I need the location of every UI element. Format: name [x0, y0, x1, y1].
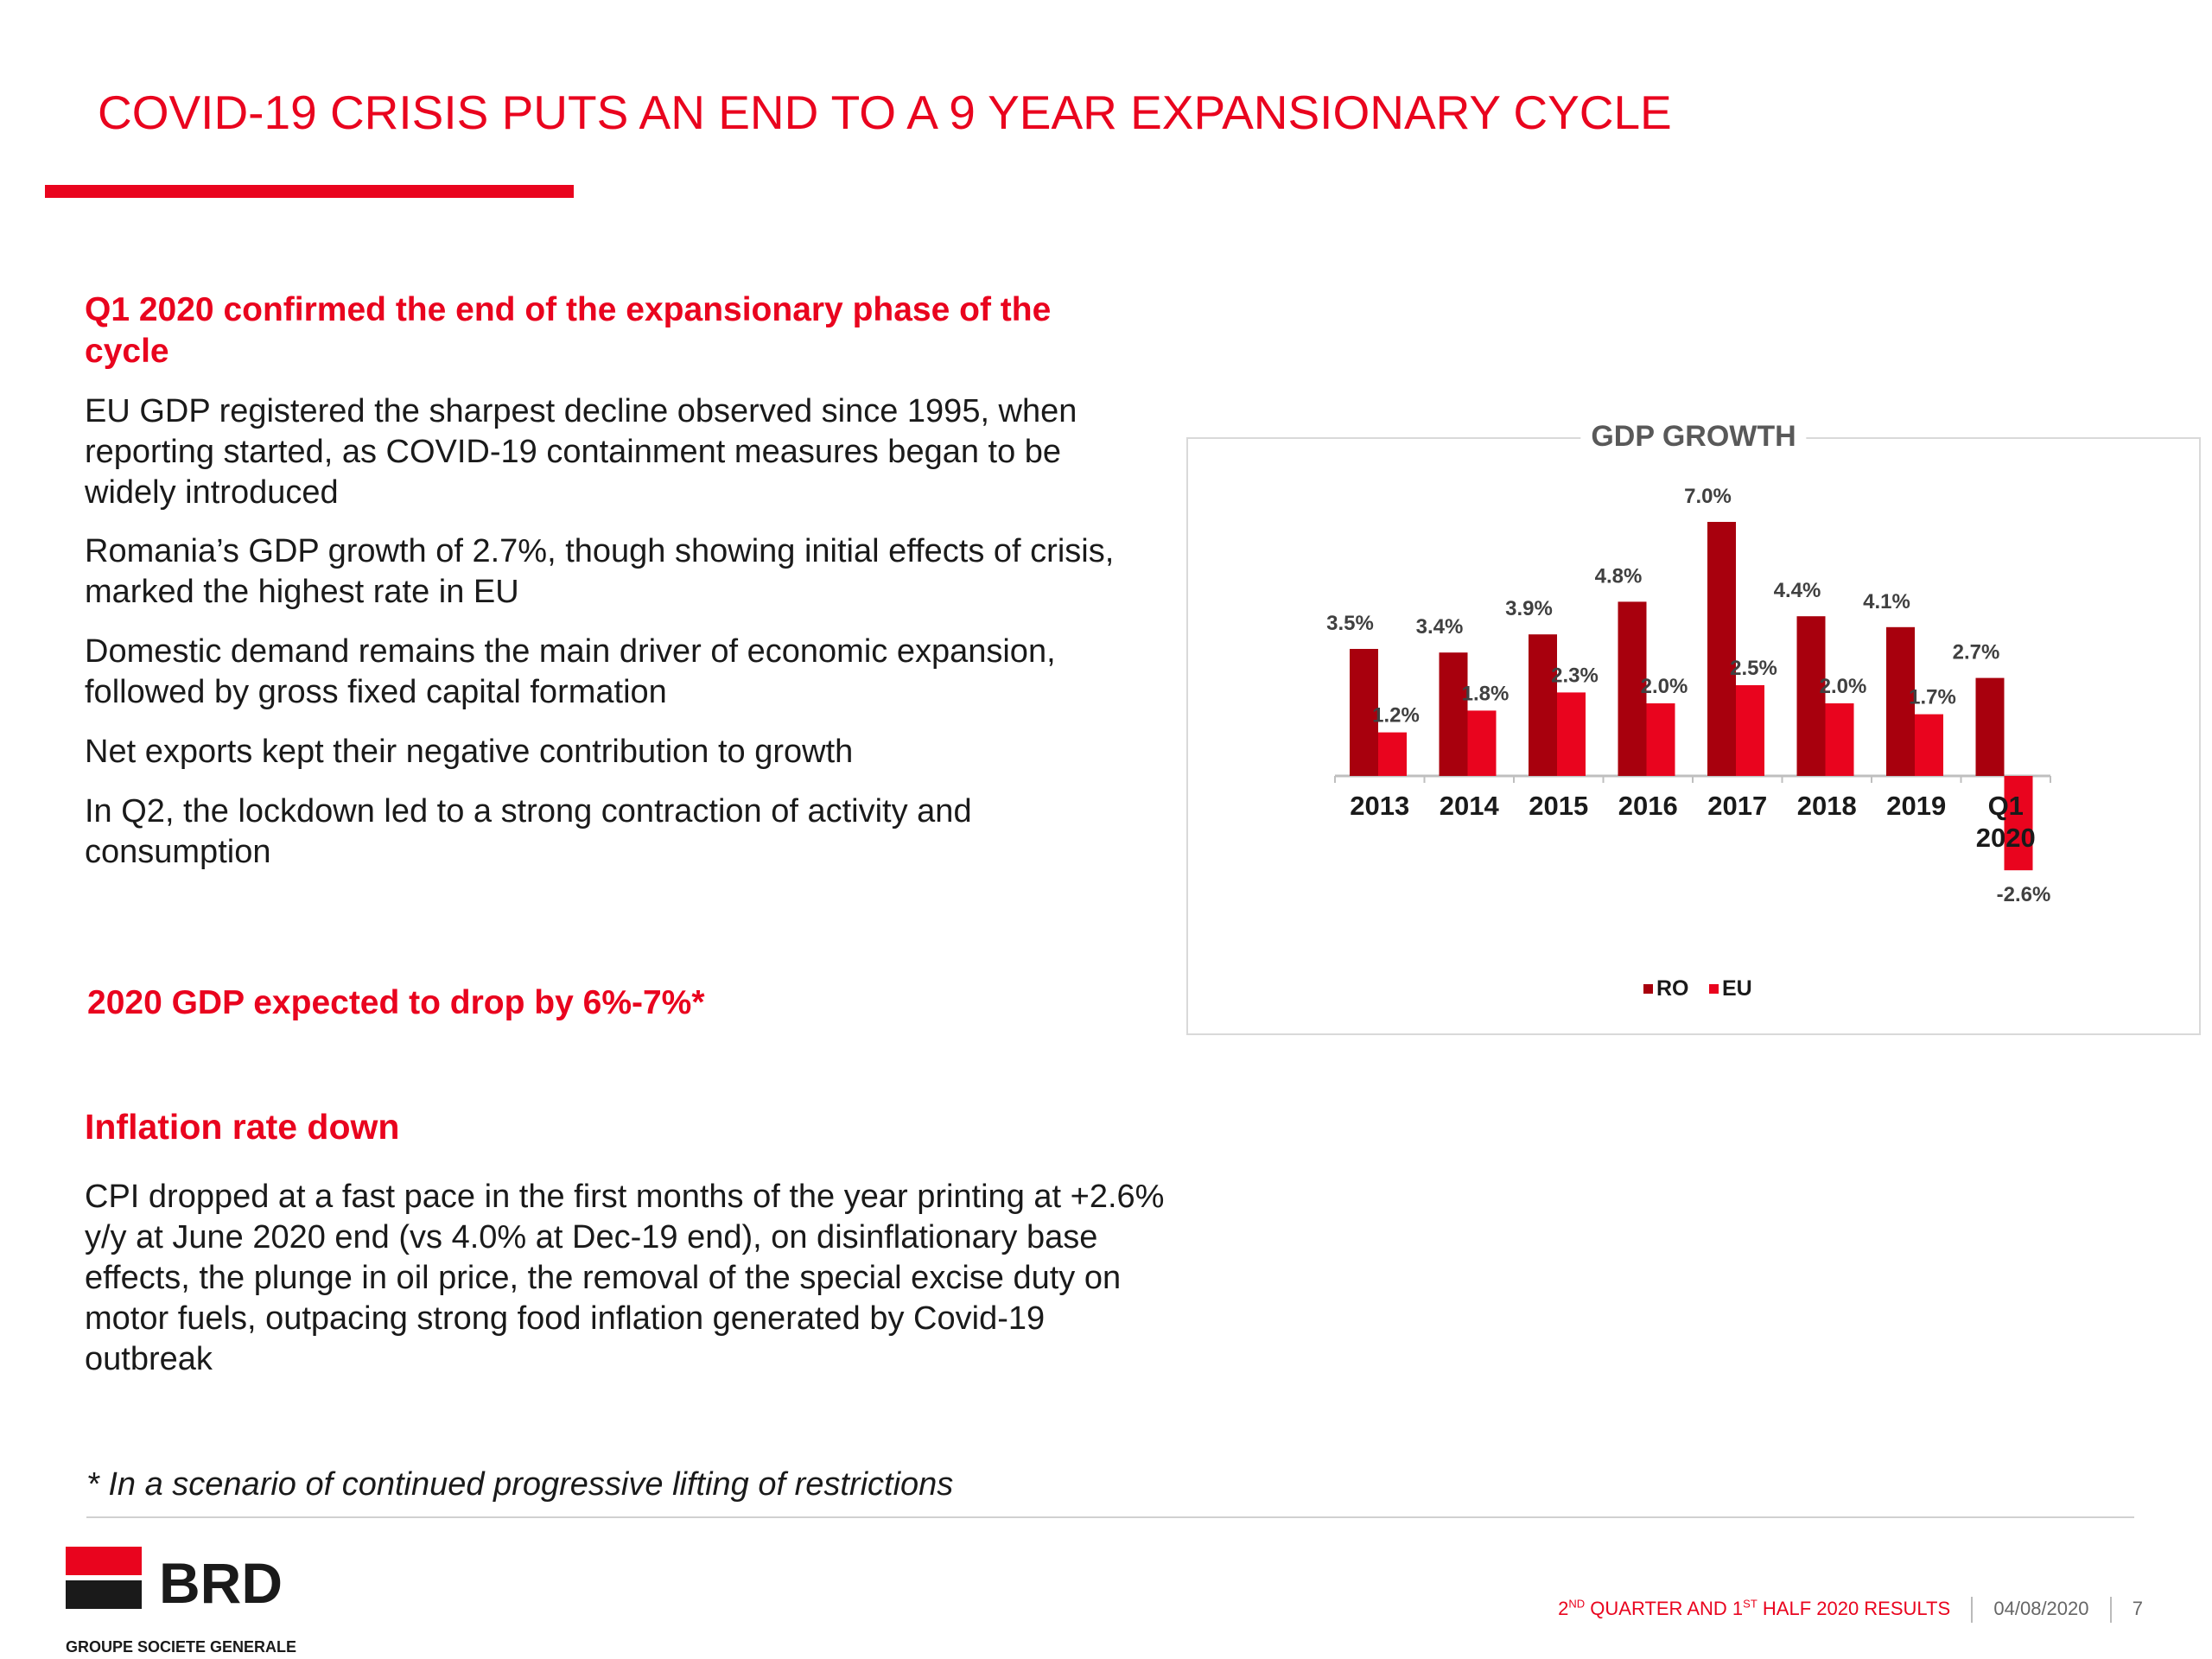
- x-tick-label: 2019: [1886, 791, 1946, 821]
- bar-eu: [2004, 776, 2033, 871]
- logo-subtitle: GROUPE SOCIETE GENERALE: [66, 1638, 296, 1656]
- legend-swatch-ro: [1643, 984, 1653, 994]
- page-number: 7: [2132, 1597, 2143, 1619]
- footer: 2ND QUARTER AND 1ST HALF 2020 RESULTS 04…: [1558, 1597, 2143, 1623]
- bullet-eu-gdp: EU GDP registered the sharpest decline o…: [85, 393, 1077, 511]
- footer-divider: [86, 1516, 2134, 1518]
- footer-separator: [2109, 1597, 2112, 1623]
- bar-ro: [1975, 677, 2005, 776]
- bullet-q2-lockdown: In Q2, the lockdown led to a strong cont…: [85, 793, 972, 870]
- bar-eu: [1736, 685, 1764, 776]
- brd-logo: BRD GROUPE SOCIETE GENERALE: [66, 1547, 296, 1656]
- data-label: 3.4%: [1416, 615, 1464, 639]
- section-heading-gdp-forecast: 2020 GDP expected to drop by 6%-7%*: [87, 984, 705, 1021]
- data-label: 1.8%: [1462, 682, 1510, 705]
- bullet-net-exports: Net exports kept their negative contribu…: [85, 734, 854, 770]
- title-underline: [45, 185, 574, 198]
- bar-ro: [1439, 652, 1468, 776]
- x-tick-label: 2015: [1529, 791, 1588, 821]
- gdp-growth-chart: GDP GROWTH 3.5% 1.2% 2013 3.4% 1.8% 2014 3.9% 2…: [1186, 420, 2201, 1035]
- x-tick-label: 2020: [1976, 823, 2036, 853]
- footnote: * In a scenario of continued progressive…: [86, 1466, 954, 1503]
- slide-title: COVID-19 CRISIS PUTS AN END TO A 9 YEAR …: [98, 86, 1672, 139]
- footer-date: 04/08/2020: [1993, 1597, 2089, 1619]
- bullet-cpi: CPI dropped at a fast pace in the first …: [85, 1179, 1165, 1377]
- bar-ro: [1350, 649, 1378, 776]
- data-label: 3.5%: [1326, 612, 1374, 635]
- chart-title: GDP GROWTH: [1580, 420, 1807, 454]
- data-label: -2.6%: [1997, 883, 2051, 906]
- bar-ro: [1796, 616, 1826, 776]
- x-tick-label: Q1: [1988, 791, 2024, 821]
- x-tick-label: 2018: [1797, 791, 1857, 821]
- logo-wordmark: BRD: [159, 1551, 283, 1615]
- data-label: 4.1%: [1863, 590, 1910, 613]
- legend-label-ro: RO: [1656, 976, 1689, 1001]
- data-label: 3.9%: [1505, 597, 1553, 620]
- bar-eu: [1378, 732, 1407, 776]
- bar-ro: [1618, 601, 1647, 776]
- bar-eu: [1915, 714, 1943, 776]
- data-label: 1.2%: [1372, 704, 1420, 728]
- bar-ro: [1707, 522, 1736, 776]
- bar-ro: [1886, 626, 1915, 776]
- legend-swatch-eu: [1709, 984, 1719, 994]
- x-tick-label: 2013: [1350, 791, 1409, 821]
- bar-eu: [1825, 703, 1854, 776]
- section-heading-gdp-q1: Q1 2020 confirmed the end of the expansi…: [85, 291, 1052, 370]
- data-label: 4.4%: [1774, 579, 1821, 602]
- data-label: 1.7%: [1909, 686, 1956, 709]
- data-label: 2.5%: [1730, 657, 1777, 680]
- data-label: 7.0%: [1684, 485, 1732, 508]
- x-tick-label: 2014: [1440, 791, 1500, 821]
- bar-eu: [1467, 710, 1497, 776]
- data-label: 2.0%: [1820, 675, 1867, 698]
- data-label: 2.7%: [1953, 641, 2000, 664]
- footer-report-title: 2ND QUARTER AND 1ST HALF 2020 RESULTS: [1558, 1597, 1951, 1619]
- bullet-romania-gdp: Romania’s GDP growth of 2.7%, though sho…: [85, 533, 1115, 610]
- bar-ro: [1529, 634, 1557, 776]
- bullet-domestic-demand: Domestic demand remains the main driver …: [85, 633, 1056, 710]
- x-tick-label: 2017: [1707, 791, 1767, 821]
- section-heading-inflation: Inflation rate down: [85, 1107, 400, 1147]
- legend-label-eu: EU: [1722, 976, 1752, 1001]
- bar-eu: [1646, 703, 1675, 776]
- data-label: 2.0%: [1641, 675, 1688, 698]
- footer-separator: [1971, 1597, 1974, 1623]
- x-tick-label: 2016: [1618, 791, 1678, 821]
- data-label: 2.3%: [1551, 664, 1599, 687]
- chart-canvas: 3.5% 1.2% 2013 3.4% 1.8% 2014 3.9% 2.3% 2015 4.8%…: [1326, 485, 2051, 1001]
- bar-eu: [1557, 692, 1586, 776]
- data-label: 4.8%: [1595, 564, 1643, 588]
